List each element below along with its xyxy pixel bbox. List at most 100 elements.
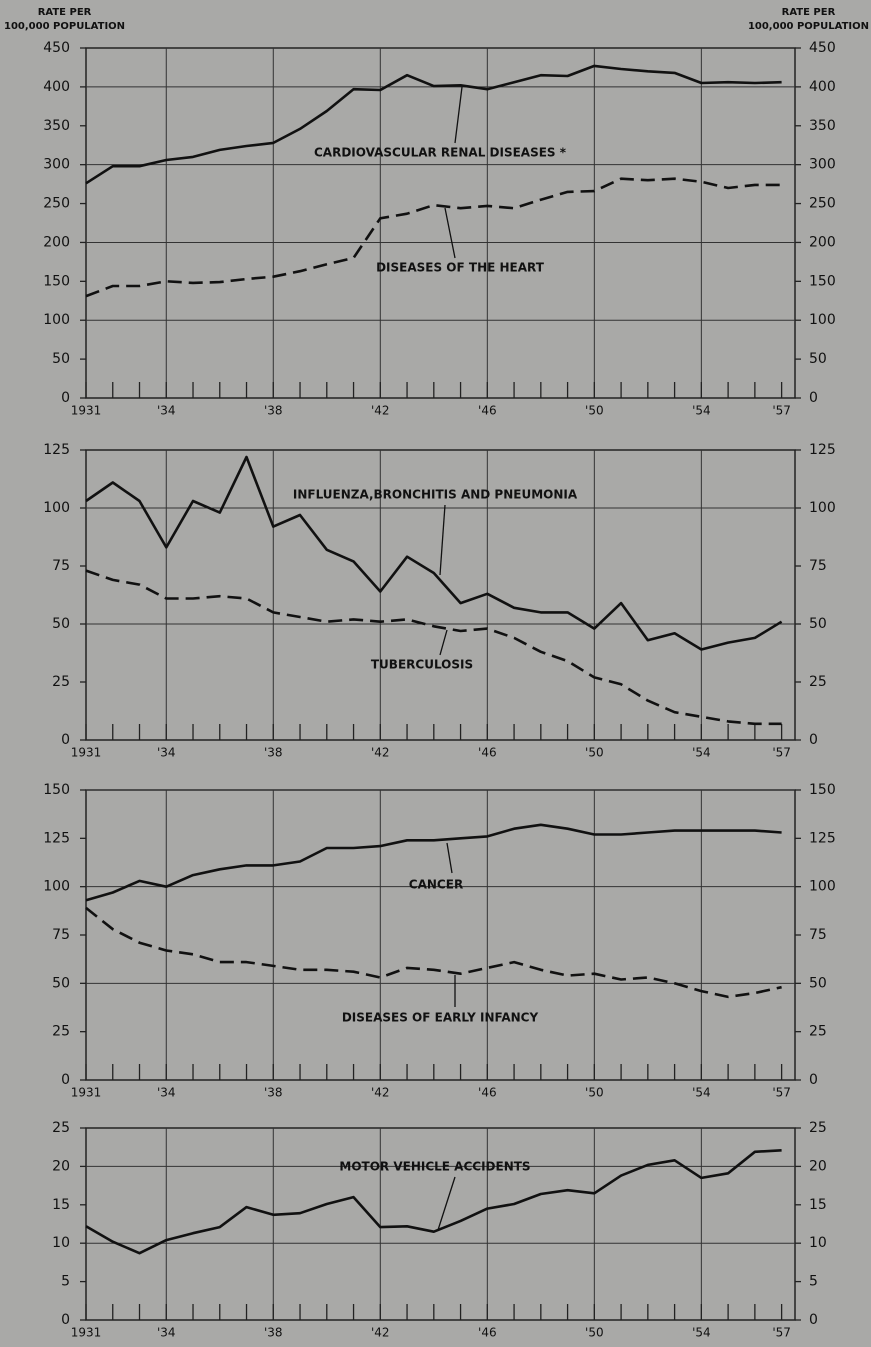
x-tick-label: '54 <box>692 1326 711 1340</box>
y-axis-label: RATE PER 100,000 POPULATION <box>4 7 126 32</box>
y-tick-label: 100 <box>43 500 70 516</box>
x-tick-label: '54 <box>692 1086 711 1100</box>
x-tick-label: '38 <box>264 1086 283 1100</box>
series-label: TUBERCULOSIS <box>371 658 473 672</box>
x-tick-label: 1931 <box>71 746 102 760</box>
y-tick-label: 250 <box>43 196 70 212</box>
leader-line <box>439 504 446 576</box>
x-tick-label: '54 <box>692 404 711 418</box>
y-tick-label: 25 <box>52 1120 70 1136</box>
y-tick-label: 25 <box>52 1024 70 1040</box>
series-line <box>85 64 782 185</box>
x-tick-label: '50 <box>585 1326 604 1340</box>
series-line <box>85 455 783 651</box>
y-tick-label: 200 <box>43 234 70 250</box>
x-tick-label: '57 <box>772 1086 791 1100</box>
y2-tick-label: 150 <box>809 273 836 289</box>
y2-tick-label: 25 <box>809 1024 827 1040</box>
y2-tick-label: 25 <box>809 1120 827 1136</box>
series-label: DISEASES OF EARLY INFANCY <box>342 1011 539 1025</box>
y-tick-label: 0 <box>61 732 70 748</box>
y-tick-label: 300 <box>43 157 70 173</box>
y-tick-label: 50 <box>52 616 70 632</box>
x-tick-label: '54 <box>692 746 711 760</box>
y-tick-label: 150 <box>43 273 70 289</box>
y-tick-label: 5 <box>61 1274 70 1290</box>
x-tick-label: '34 <box>157 1326 176 1340</box>
series-line <box>85 823 782 902</box>
y2-tick-label: 100 <box>809 312 836 328</box>
y2-tick-label: 0 <box>809 732 818 748</box>
y2-tick-label: 400 <box>809 79 836 95</box>
series-line <box>85 569 782 726</box>
plot-frame <box>85 1127 796 1321</box>
series-label: CARDIOVASCULAR RENAL DISEASES * <box>314 146 567 160</box>
plot-frame <box>85 789 796 1081</box>
x-tick-label: '42 <box>371 746 390 760</box>
x-tick-label: '50 <box>585 404 604 418</box>
y-tick-label: 100 <box>43 312 70 328</box>
x-tick-label: '42 <box>371 1086 390 1100</box>
x-tick-label: '46 <box>478 1326 497 1340</box>
y2-tick-label: 150 <box>809 782 836 798</box>
x-tick-label: '34 <box>157 1086 176 1100</box>
leader-line <box>446 842 453 874</box>
y-tick-label: 0 <box>61 390 70 406</box>
y2-tick-label: 50 <box>809 351 827 367</box>
y2-tick-label: 200 <box>809 234 836 250</box>
x-tick-label: 1931 <box>71 1086 102 1100</box>
y-tick-label: 15 <box>52 1197 70 1213</box>
y-tick-label: 100 <box>43 879 70 895</box>
x-tick-label: 1931 <box>71 404 102 418</box>
y2-tick-label: 125 <box>809 830 836 846</box>
y2-axis-label: RATE PER 100,000 POPULATION <box>747 7 869 32</box>
y2-tick-label: 0 <box>809 390 818 406</box>
plot-frame <box>85 47 796 399</box>
y-tick-label: 350 <box>43 118 70 134</box>
y2-tick-label: 300 <box>809 157 836 173</box>
x-tick-label: '38 <box>264 404 283 418</box>
y-tick-label: 0 <box>61 1312 70 1328</box>
x-tick-label: '46 <box>478 746 497 760</box>
y-tick-label: 125 <box>43 442 70 458</box>
y2-tick-label: 10 <box>809 1235 827 1251</box>
y2-tick-label: 15 <box>809 1197 827 1213</box>
x-tick-label: '57 <box>772 404 791 418</box>
x-tick-label: '42 <box>371 404 390 418</box>
x-tick-label: '46 <box>478 404 497 418</box>
x-tick-label: 1931 <box>71 1326 102 1340</box>
y2-tick-label: 0 <box>809 1072 818 1088</box>
x-tick-label: '38 <box>264 746 283 760</box>
y-tick-label: 25 <box>52 674 70 690</box>
plot-frame <box>85 449 796 741</box>
x-tick-label: '57 <box>772 1326 791 1340</box>
y2-tick-label: 75 <box>809 927 827 943</box>
y2-tick-label: 100 <box>809 500 836 516</box>
y2-tick-label: 250 <box>809 196 836 212</box>
series-label: CANCER <box>409 878 463 892</box>
y2-tick-label: 75 <box>809 558 827 574</box>
x-tick-label: '38 <box>264 1326 283 1340</box>
y-tick-label: 150 <box>43 782 70 798</box>
y2-tick-label: 100 <box>809 879 836 895</box>
leader-line <box>439 629 448 656</box>
x-tick-label: '57 <box>772 746 791 760</box>
series-line <box>85 1149 782 1255</box>
x-tick-label: '42 <box>371 1326 390 1340</box>
x-tick-label: '34 <box>157 404 176 418</box>
y-tick-label: 125 <box>43 830 70 846</box>
series-line <box>85 177 782 298</box>
x-tick-label: '50 <box>585 1086 604 1100</box>
y-tick-label: 50 <box>52 975 70 991</box>
y-tick-label: 50 <box>52 351 70 367</box>
y-tick-label: 10 <box>52 1235 70 1251</box>
x-tick-label: '34 <box>157 746 176 760</box>
y-tick-label: 400 <box>43 79 70 95</box>
y-tick-label: 75 <box>52 558 70 574</box>
x-tick-label: '50 <box>585 746 604 760</box>
series-label: DISEASES OF THE HEART <box>376 261 545 275</box>
x-tick-label: '46 <box>478 1086 497 1100</box>
y2-tick-label: 50 <box>809 975 827 991</box>
